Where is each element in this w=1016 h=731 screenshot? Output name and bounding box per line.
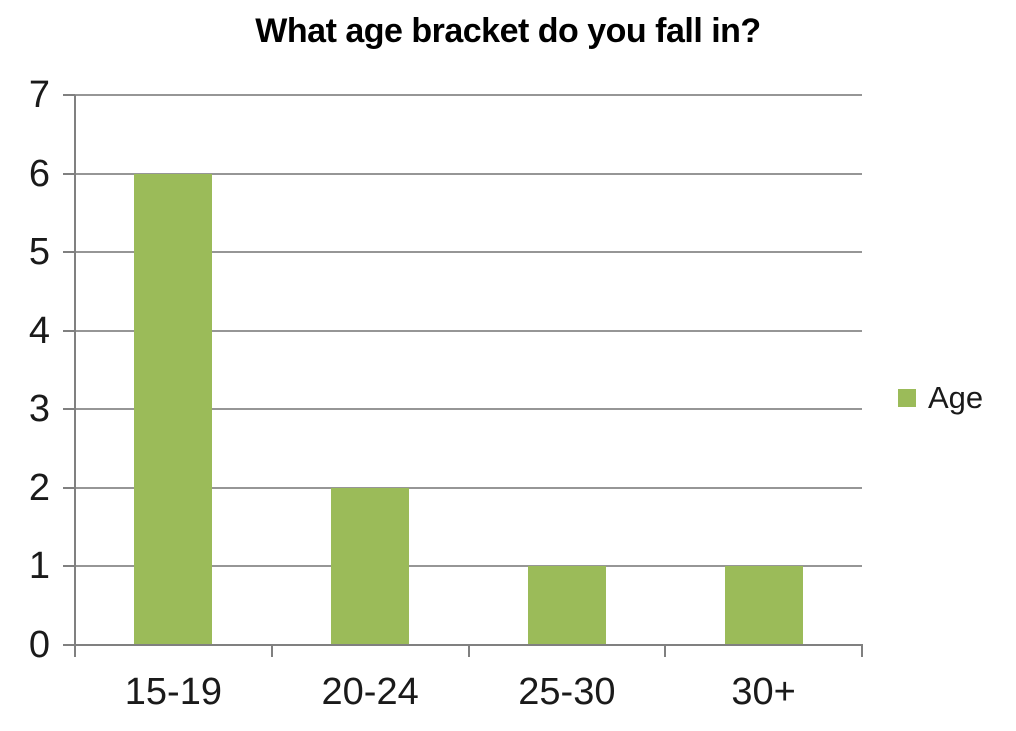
y-tick-label: 0 [28,624,50,666]
y-tick-label: 7 [28,74,50,116]
bar-25-30 [527,566,606,645]
y-tick [63,251,75,254]
x-tick-label: 15-19 [124,671,222,713]
x-tick [861,644,863,657]
plot-area [75,94,862,645]
chart-title: What age bracket do you fall in? [255,12,761,50]
y-tick [63,565,75,568]
y-tick-label: 6 [28,152,50,195]
gridline [75,329,862,332]
gridline [75,486,862,489]
y-tick-label: 5 [28,231,50,274]
legend-swatch-icon [898,389,916,407]
y-axis-line [74,95,76,647]
y-tick [63,94,75,96]
x-tick-label: 30+ [731,671,796,713]
x-tick [74,644,76,657]
y-tick [63,644,75,646]
y-tick-label: 4 [28,309,50,352]
gridline [75,172,862,175]
y-tick [63,408,75,411]
y-tick [63,329,75,332]
bar-15-19 [134,173,213,645]
legend: Age [898,378,983,418]
y-tick-label: 1 [28,545,50,588]
gridline [75,94,862,96]
gridline [75,251,862,254]
y-tick [63,172,75,175]
y-tick [63,486,75,489]
x-tick-label: 20-24 [321,671,419,713]
x-tick-label: 25-30 [518,671,616,713]
gridline [75,565,862,568]
x-tick [270,644,273,657]
y-tick-label: 2 [28,466,50,509]
x-tick [467,644,470,657]
gridline [75,408,862,411]
y-tick-label: 3 [28,388,50,431]
bar-20-24 [331,487,410,645]
bar-30+ [724,566,803,645]
x-tick [664,644,667,657]
legend-label: Age [928,380,984,415]
